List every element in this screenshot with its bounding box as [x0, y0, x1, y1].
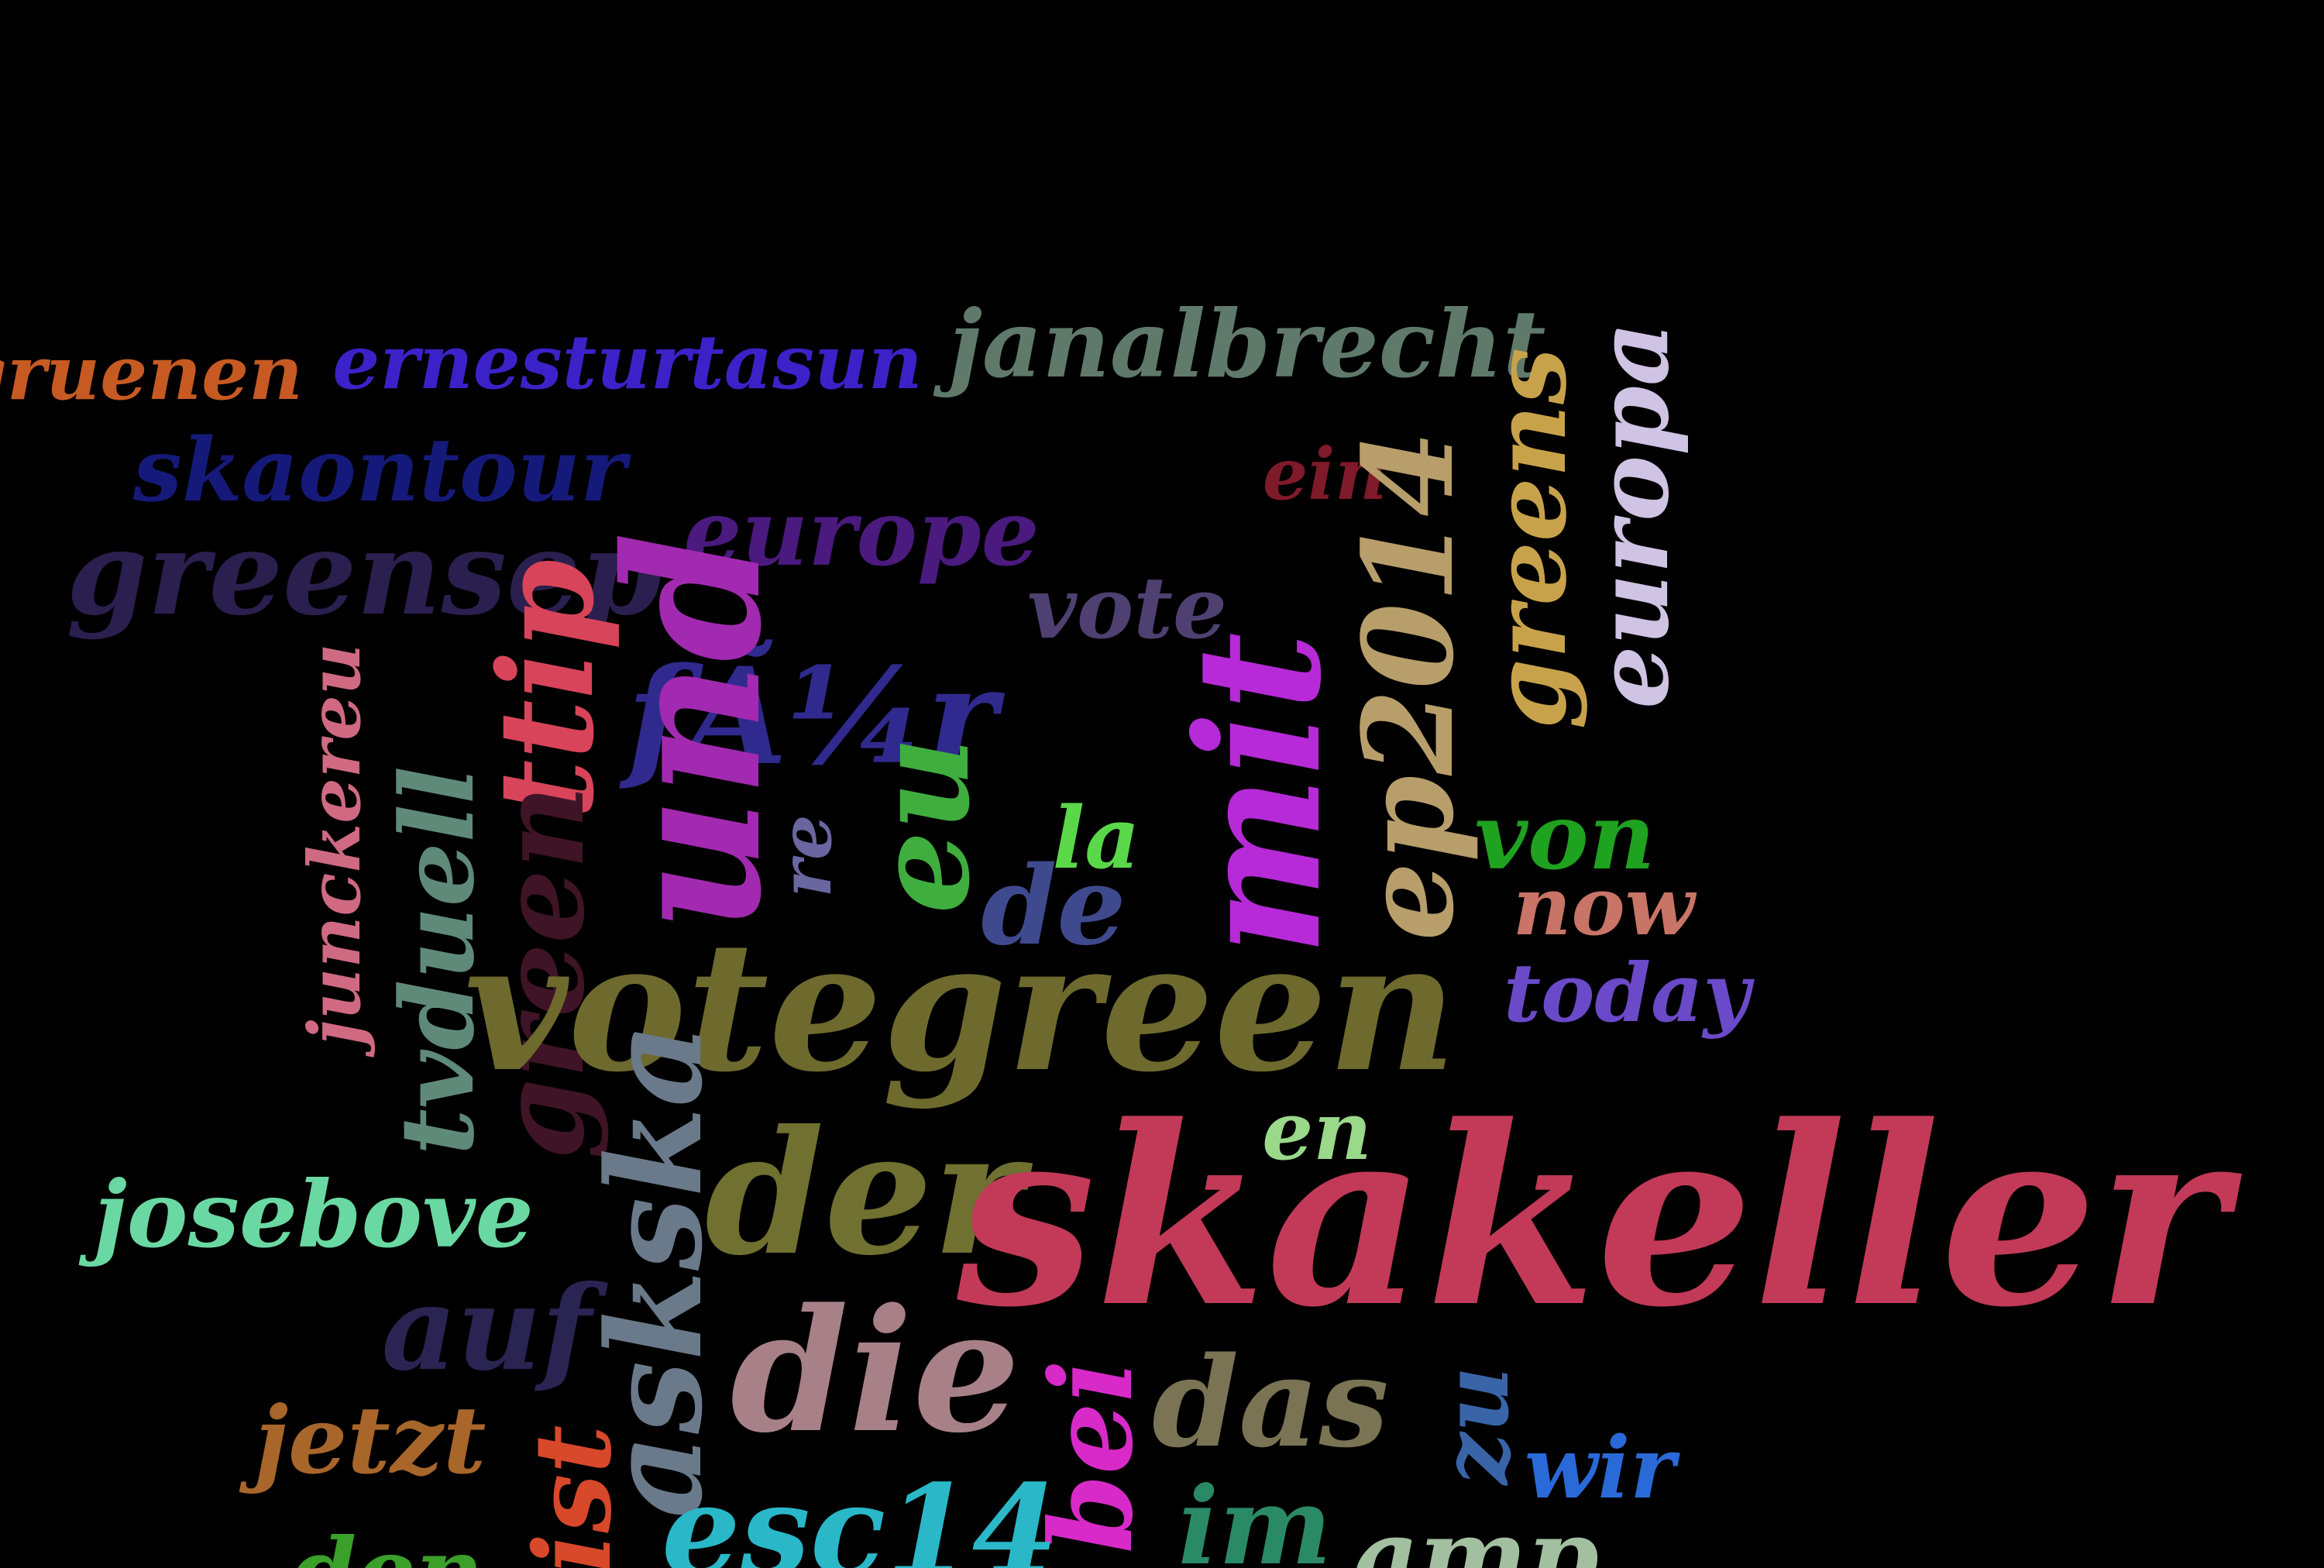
word-ernesturtasun: ernesturtasun — [332, 318, 923, 406]
word-wir: wir — [1524, 1418, 1676, 1518]
word-europe: europe — [683, 479, 1040, 586]
word-josebove: josebove — [94, 1161, 534, 1268]
word-greens: greens — [1470, 347, 1589, 730]
word-die: die — [731, 1272, 1020, 1470]
word-jetzt: jetzt — [254, 1386, 486, 1495]
word-vote: vote — [1026, 558, 1228, 658]
word-der: der — [705, 1092, 1023, 1293]
word-ein: ein — [1262, 432, 1387, 516]
word-re: re — [764, 814, 847, 898]
word-de: de — [981, 843, 1126, 970]
word-und: und — [584, 531, 803, 933]
word-esc14: esc14 — [662, 1457, 1058, 1568]
word-im: im — [1177, 1463, 1332, 1568]
word-today: today — [1504, 945, 1750, 1040]
word-skaontour: skaontour — [132, 420, 627, 521]
word-auf: auf — [381, 1260, 592, 1397]
word-von: von — [1474, 782, 1655, 890]
word-ep2014: ep2014 — [1336, 430, 1481, 941]
word-zu: zu — [1422, 1366, 1529, 1485]
word-la: la — [1052, 788, 1140, 888]
word-europa: europa — [1575, 322, 1691, 709]
word-amp: amp — [1353, 1497, 1599, 1568]
word-now: now — [1512, 858, 1695, 954]
word-janalbrecht: janalbrecht — [948, 290, 1546, 399]
word-den: den — [291, 1526, 483, 1568]
word-die-gruenen: die_gruenen — [0, 329, 303, 417]
word-junckereu: junckereu — [293, 643, 376, 1046]
word-eu: eu — [845, 736, 999, 914]
word-das: das — [1152, 1329, 1389, 1475]
word-greensep: greensep — [66, 505, 662, 641]
word-votegreen: votegreen — [464, 903, 1457, 1112]
word-skakeller: skakeller — [957, 1071, 2227, 1361]
word-en: en — [1262, 1083, 1372, 1178]
word-fur: fÃ¼r — [627, 638, 997, 795]
word-ist: ist — [511, 1425, 635, 1568]
